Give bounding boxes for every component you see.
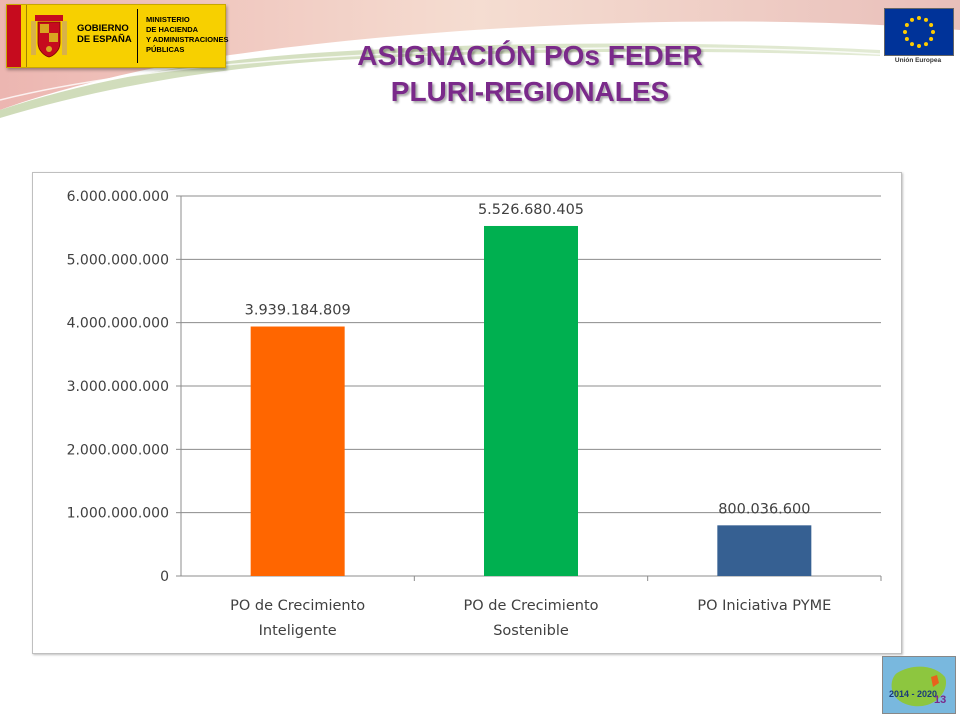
eu-star-icon	[924, 42, 928, 47]
y-tick-label: 4.000.000.000	[67, 316, 169, 332]
eu-star-icon	[917, 16, 921, 20]
x-tick-label: PO Iniciativa PYME	[697, 598, 831, 614]
x-tick-label: Inteligente	[259, 623, 337, 639]
eu-star-icon	[910, 17, 914, 22]
eu-star-icon	[929, 37, 934, 41]
coat-of-arms-icon	[31, 15, 67, 58]
bar	[484, 225, 578, 576]
eu-star-icon	[910, 42, 914, 47]
ministry-name: MINISTERIO DE HACIENDA Y ADMINISTRACIONE…	[146, 15, 229, 54]
eu-star-icon	[917, 44, 921, 48]
programming-period-logo: 2014 - 2020	[882, 656, 956, 714]
bar	[717, 525, 812, 576]
eu-star-icon	[931, 30, 935, 34]
eu-star-icon	[903, 30, 907, 34]
page-number: 13	[934, 694, 947, 706]
y-tick-label: 6.000.000.000	[67, 189, 169, 205]
header-background	[0, 0, 960, 118]
eu-star-icon	[904, 23, 909, 27]
eu-flag-icon	[884, 8, 954, 56]
flag-stripe	[7, 5, 21, 67]
eu-star-icon	[929, 23, 934, 27]
y-tick-label: 1.000.000.000	[67, 506, 169, 522]
title-line-2: PLURI-REGIONALES	[390, 76, 670, 107]
y-tick-label: 3.000.000.000	[67, 379, 169, 395]
title-line-1: ASIGNACIÓN POs FEDER	[357, 40, 703, 71]
chart-area: 0 1.000.000.000 2.000.000.000 3.000.000.000…	[32, 172, 902, 654]
data-label: 3.939.184.809	[245, 303, 351, 319]
x-tick-label: PO de Crecimiento	[230, 598, 365, 614]
eu-star-icon	[904, 37, 909, 41]
page-title: ASIGNACIÓN POs FEDER PLURI-REGIONALES	[250, 38, 810, 110]
bar	[250, 326, 345, 576]
data-label: 800.036.600	[718, 501, 810, 517]
x-tick-label: Sostenible	[493, 623, 569, 639]
y-tick-label: 5.000.000.000	[67, 252, 169, 268]
government-name: GOBIERNO DE ESPAÑA	[77, 23, 132, 45]
bar-chart: 0 1.000.000.000 2.000.000.000 3.000.000.000…	[67, 189, 882, 639]
government-logo: GOBIERNO DE ESPAÑA MINISTERIO DE HACIEND…	[6, 4, 229, 68]
data-label: 5.526.680.405	[478, 202, 584, 218]
period-label: 2014 - 2020	[889, 689, 937, 699]
y-tick-label: 2.000.000.000	[67, 442, 169, 458]
x-tick-label: PO de Crecimiento	[463, 598, 598, 614]
eu-star-icon	[924, 17, 928, 22]
y-tick-label: 0	[160, 569, 169, 585]
eu-label: Unión Europea	[894, 57, 942, 64]
